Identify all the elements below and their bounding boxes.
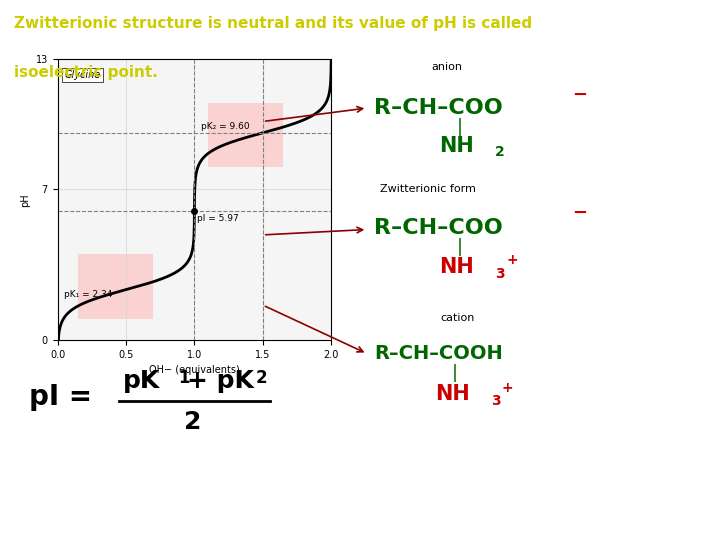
Text: 3: 3 (495, 267, 505, 281)
Text: 2: 2 (495, 145, 505, 159)
Text: pK₂ = 9.60: pK₂ = 9.60 (201, 122, 250, 131)
Text: 1: 1 (179, 369, 190, 387)
Text: NH: NH (435, 384, 469, 404)
Text: R–CH–COOH: R–CH–COOH (374, 344, 503, 363)
Text: R–CH–COO: R–CH–COO (374, 218, 503, 238)
Text: anion: anion (431, 62, 462, 72)
Text: cation: cation (440, 313, 474, 323)
Text: +: + (502, 381, 513, 395)
Text: 2: 2 (256, 369, 267, 387)
Text: + pK: + pK (187, 369, 254, 393)
Y-axis label: pH: pH (20, 193, 30, 207)
Text: R–CH–COO: R–CH–COO (374, 98, 503, 118)
Text: +: + (506, 253, 518, 267)
Text: NH: NH (439, 136, 474, 156)
Text: 3: 3 (491, 394, 500, 408)
Text: pI =: pI = (29, 383, 102, 411)
Text: pI = 5.97: pI = 5.97 (197, 214, 239, 224)
X-axis label: OH− (equivalents): OH− (equivalents) (149, 366, 240, 375)
Text: −: − (572, 85, 588, 104)
Text: 2: 2 (184, 410, 201, 434)
Text: |: | (451, 363, 457, 382)
Text: pK: pK (122, 369, 160, 393)
Text: Glycine: Glycine (65, 70, 101, 80)
Text: |: | (457, 118, 463, 136)
Text: pK₁ = 2.34: pK₁ = 2.34 (65, 290, 113, 299)
Text: NH: NH (439, 257, 474, 278)
Text: |: | (457, 238, 463, 256)
Text: Zwitterionic form: Zwitterionic form (380, 184, 477, 194)
Text: isoelectric point.: isoelectric point. (14, 65, 158, 80)
Text: −: − (572, 204, 588, 222)
FancyBboxPatch shape (78, 254, 153, 319)
FancyBboxPatch shape (208, 103, 284, 167)
Text: Zwitterionic structure is neutral and its value of pH is called: Zwitterionic structure is neutral and it… (14, 16, 533, 31)
